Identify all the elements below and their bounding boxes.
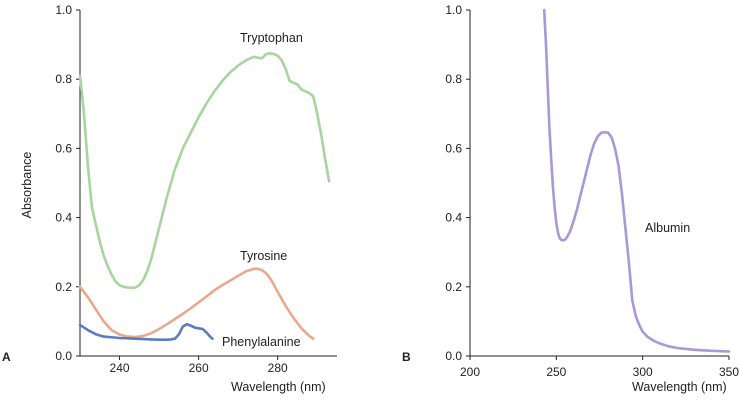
panel-b-x-tick-label: 250 (546, 365, 566, 379)
panel-b-y-tick-label: 1.0 (445, 3, 462, 17)
panel-b-y-tick-label: 0.8 (445, 72, 462, 86)
panel-b-x-axis-label: Wavelength (nm) (632, 380, 727, 394)
phenylalanine-label: Phenylalanine (222, 335, 301, 349)
panel-a-y-tick-label: 0.6 (55, 141, 72, 155)
panel-a-y-axis-label: Absorbance (20, 152, 34, 219)
panel-a-chart: 0.00.20.40.60.81.0 240 260 280 Absorbance … (2, 3, 337, 394)
tyrosine-label: Tyrosine (240, 249, 287, 263)
panel-b-letter: B (402, 350, 411, 364)
panel-b-chart: 0.0 0.2 0.4 0.6 0.8 1.0 200 250 300 350 Waveleng… (402, 3, 739, 394)
panel-b-x-tick-label: 300 (633, 365, 653, 379)
panel-b-y-tick-label: 0.4 (445, 211, 462, 225)
panel-a-y-tick-label: 0.2 (55, 280, 72, 294)
tryptophan-label: Tryptophan (240, 31, 303, 45)
panel-a-letter: A (2, 350, 11, 364)
panel-b-y-tick-label: 0.0 (445, 349, 462, 363)
phenylalanine-curve (78, 322, 214, 341)
panel-a-y-tick-label: 0.0 (55, 349, 72, 363)
panel-a-y-tick-label: 1.0 (55, 3, 72, 17)
panel-b-x-tick-label: 350 (719, 365, 739, 379)
panel-b-y-tick-label: 0.2 (445, 280, 462, 294)
panel-a-x-tick-label: 260 (189, 361, 209, 375)
panel-b-x-tick-label: 200 (460, 365, 480, 379)
tryptophan-curve (78, 52, 331, 290)
panel-a-x-tick-label: 240 (110, 361, 130, 375)
panel-a-y-tick-label: 0.8 (55, 72, 72, 86)
panel-b-y-tick-label: 0.6 (445, 141, 462, 155)
albumin-curve (542, 8, 731, 353)
albumin-label: Albumin (645, 221, 690, 235)
panel-a-x-tick-label: 280 (268, 361, 288, 375)
panel-a-y-tick-label: 0.4 (55, 211, 72, 225)
tyrosine-curve (78, 267, 315, 340)
panel-a-x-axis-label: Wavelength (nm) (231, 380, 326, 394)
